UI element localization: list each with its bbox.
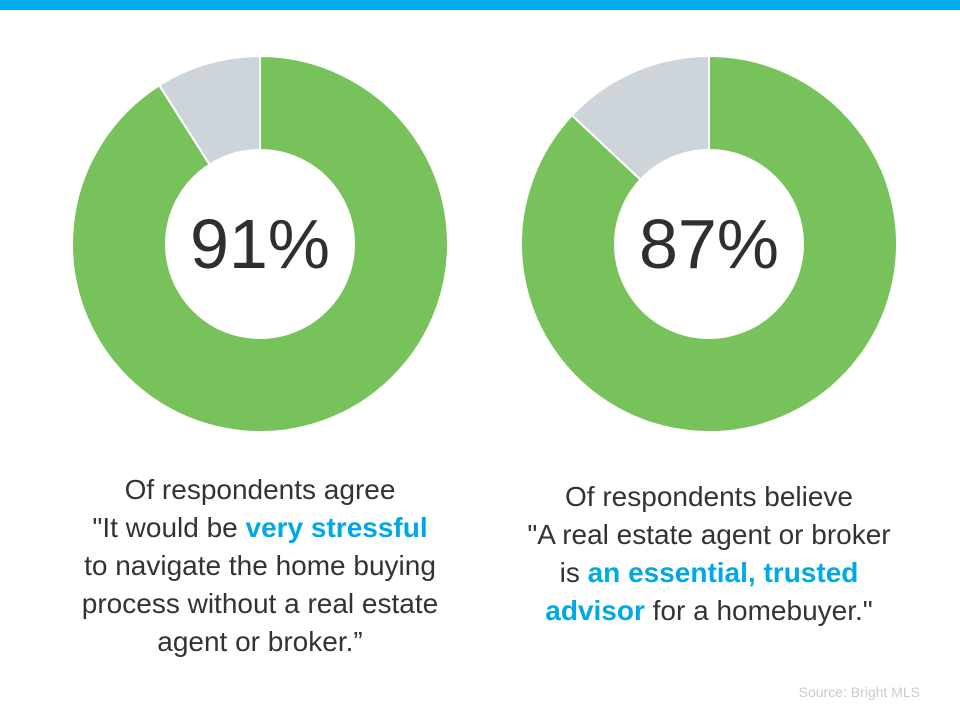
caption-text: agent or broker.” — [157, 626, 363, 657]
caption-line: Of respondents believe — [489, 478, 929, 516]
caption-text: Of respondents agree — [124, 474, 396, 505]
caption-highlight: an essential, trusted — [587, 557, 859, 588]
donut-slice-primary — [520, 54, 898, 433]
caption-line: to navigate the home buying — [40, 547, 480, 585]
caption-line: "A real estate agent or broker — [489, 516, 929, 554]
source-note: Source: Bright MLS — [798, 684, 920, 700]
caption-text: process without a real estate — [81, 588, 439, 619]
caption-highlight: advisor — [545, 595, 645, 626]
donut-slice-primary — [71, 54, 449, 433]
caption-text: "It would be — [92, 512, 246, 543]
top-accent-bar — [0, 0, 960, 10]
caption-line: advisor for a homebuyer." — [489, 592, 929, 630]
caption-line: Of respondents agree — [40, 471, 480, 509]
caption-right: Of respondents believe "A real estate age… — [489, 478, 929, 630]
caption-line: agent or broker.” — [40, 623, 480, 661]
caption-line: "It would be very stressful — [40, 509, 480, 547]
donut-slice-remainder — [157, 54, 261, 167]
caption-text: "A real estate agent or broker — [527, 519, 891, 550]
caption-text: for a homebuyer." — [644, 595, 873, 626]
caption-line: is an essential, trusted — [489, 554, 929, 592]
donut-center-label: 87% — [639, 205, 779, 283]
caption-line: process without a real estate — [40, 585, 480, 623]
donut-center-label: 91% — [190, 205, 330, 283]
caption-text: is — [559, 557, 588, 588]
caption-text: Of respondents believe — [565, 481, 853, 512]
caption-left: Of respondents agree "It would be very st… — [40, 471, 480, 661]
caption-highlight: very stressful — [245, 512, 428, 543]
donut-slice-remainder — [570, 54, 710, 182]
caption-text: to navigate the home buying — [84, 550, 436, 581]
